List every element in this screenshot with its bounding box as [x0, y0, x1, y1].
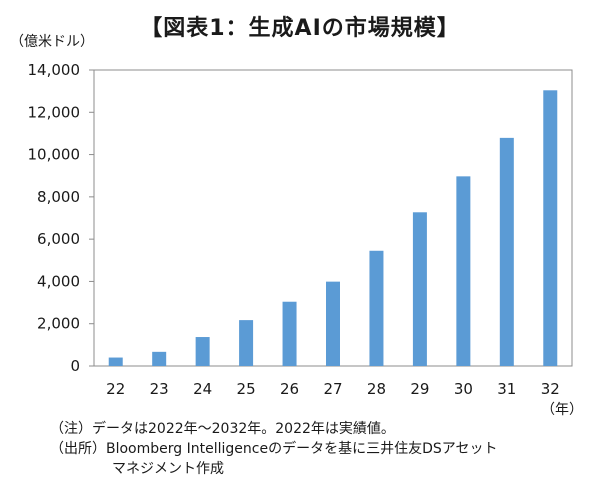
x-tick-label: 25	[237, 380, 256, 398]
bar	[152, 351, 167, 366]
y-tick-label: 4,000	[37, 272, 80, 290]
source-line: （出所）Bloomberg Intelligenceのデータを基に三井住友DSア…	[50, 441, 498, 457]
bar	[543, 90, 558, 366]
x-tick-label: 23	[150, 380, 169, 398]
bar	[195, 337, 210, 366]
bar	[456, 176, 471, 366]
y-tick-label: 6,000	[37, 230, 80, 248]
y-tick-label: 10,000	[28, 146, 81, 164]
note-line: （注）データは2022年～2032年。2022年は実績値。	[50, 421, 395, 437]
x-tick-label: 26	[280, 380, 299, 398]
chart-title: 【図表1：生成AIの市場規模】	[140, 16, 460, 41]
x-tick-label: 27	[323, 380, 342, 398]
bar	[108, 357, 123, 366]
y-tick-label: 14,000	[28, 61, 81, 79]
bar	[326, 281, 340, 366]
x-axis-unit-label: （年）	[541, 402, 583, 418]
source-line-continued: マネジメント作成	[112, 461, 224, 477]
bar	[282, 301, 297, 366]
x-tick-label: 29	[410, 380, 429, 398]
x-tick-label: 32	[541, 380, 560, 398]
x-tick-label: 28	[367, 380, 386, 398]
x-tick-label: 30	[454, 380, 473, 398]
notes: （注）データは2022年～2032年。2022年は実績値。 （出所）Bloomb…	[50, 419, 497, 479]
bar	[239, 320, 254, 366]
y-tick-label: 12,000	[28, 103, 81, 121]
x-tick-label: 22	[106, 380, 125, 398]
y-tick-label: 8,000	[37, 188, 80, 206]
bar	[499, 137, 514, 366]
x-tick-label: 24	[193, 380, 212, 398]
bar	[369, 250, 384, 366]
bar	[412, 212, 427, 366]
y-tick-label: 2,000	[37, 315, 80, 333]
y-axis-unit-label: （億米ドル）	[10, 34, 94, 50]
y-tick-label: 0	[70, 357, 80, 375]
x-tick-label: 31	[497, 380, 516, 398]
